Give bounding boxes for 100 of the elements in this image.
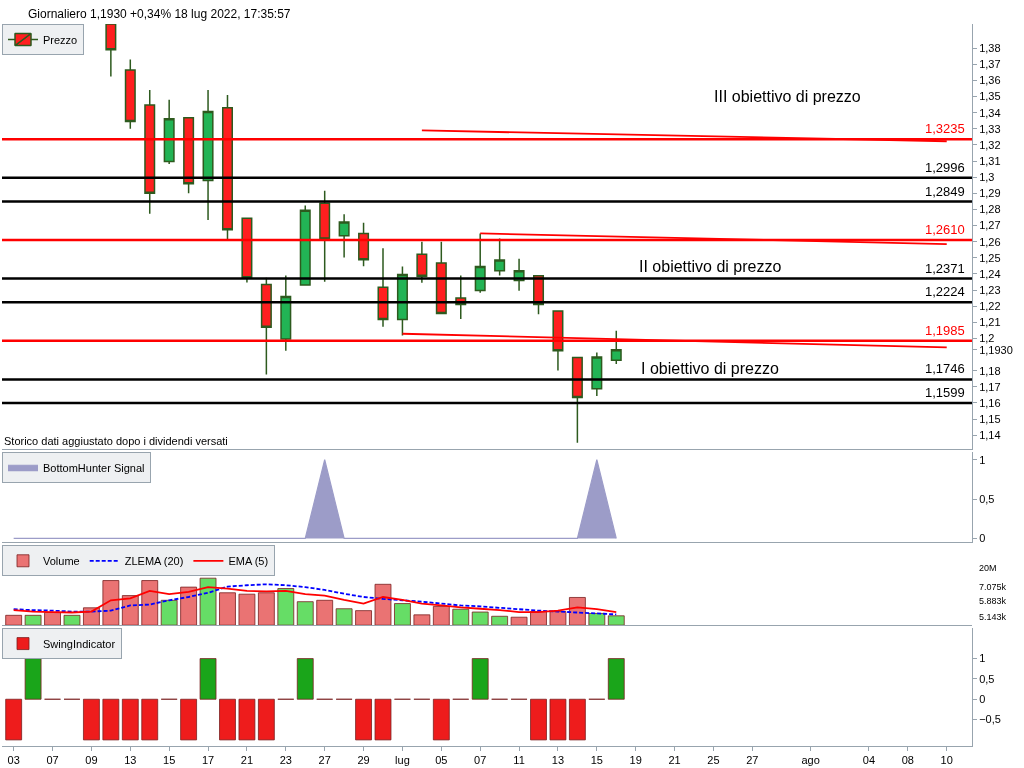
candlestick [144, 89, 156, 215]
candlestick [183, 116, 195, 195]
y-tick-label: 0,5 [979, 672, 995, 685]
x-tick-label: 10 [940, 754, 953, 767]
bar [160, 599, 178, 626]
annotation: Storico dati aggiustato dopo i dividendi versati [4, 435, 228, 447]
y-tick-label: 1,34 [979, 106, 1001, 119]
candlestick [377, 247, 389, 328]
ref-line-label: 1,1985 [925, 323, 965, 338]
candlestick [610, 330, 622, 365]
x-tick-label: 29 [357, 754, 370, 767]
y-tick-label: 1,23 [979, 283, 1001, 296]
bar [335, 608, 353, 626]
bar [258, 592, 275, 626]
legend-label: ZLEMA (20) [124, 555, 184, 568]
bar [63, 614, 81, 626]
x-tick-label: 13 [124, 754, 137, 767]
candlestick [124, 58, 136, 130]
bar [471, 611, 489, 626]
y-tick-label: 1,28 [979, 203, 1001, 216]
y-tick-label: 1,35 [979, 90, 1001, 103]
legend-label: SwingIndicator [43, 637, 116, 650]
x-tick-label: 03 [7, 754, 20, 767]
bar [219, 592, 236, 626]
y-tick-label: 1,36 [979, 74, 1001, 87]
y-tick-label: 1 [979, 652, 986, 665]
candlestick [280, 274, 292, 352]
bar [510, 616, 528, 626]
x-tick-label: 11 [513, 754, 525, 767]
bar [607, 615, 625, 626]
x-tick-label: 27 [318, 754, 331, 767]
x-tick-label: 15 [163, 754, 176, 767]
y-tick-label: 1,32 [979, 138, 1001, 151]
y-tick-label: 1,25 [979, 251, 1001, 264]
ref-line-label: 1,2996 [925, 160, 965, 175]
y-tick-label: 1,37 [979, 58, 1001, 71]
legend-label: BottomHunter Signal [43, 461, 145, 474]
y-tick-label: 1,29 [979, 187, 1001, 200]
bar [121, 595, 139, 626]
y-tick-label: 1,22 [979, 300, 1001, 313]
candlestick [416, 241, 428, 284]
bar [199, 577, 217, 626]
candlestick [319, 189, 331, 283]
annotation: I obiettivo di prezzo [641, 360, 779, 377]
x-tick-label: 04 [862, 754, 876, 767]
y-tick-label: 1,17 [979, 380, 1001, 393]
x-tick-label: 19 [629, 754, 642, 767]
bar [44, 612, 61, 626]
y-tick-label: 1,27 [979, 219, 1001, 232]
x-tick-label: 09 [85, 754, 98, 767]
y-tick-label: 1,14 [979, 429, 1001, 442]
text: 5.143k [979, 612, 1007, 622]
candlestick [299, 204, 311, 286]
bar [141, 580, 159, 626]
y-tick-label: 1,16 [979, 396, 1001, 409]
y-tick-label: 1,18 [979, 364, 1001, 377]
candlestick [338, 213, 350, 259]
bar [374, 583, 392, 626]
bar [277, 588, 295, 626]
candlestick [591, 351, 603, 397]
ref-line-label: 1,1746 [925, 361, 965, 376]
y-tick-label: −0,5 [979, 713, 1001, 726]
x-tick-label: 13 [551, 754, 565, 767]
x-tick-label: lug [395, 754, 410, 767]
ref-line-label: 1,2610 [925, 222, 965, 237]
y-tick-label: 1,31 [979, 154, 1001, 167]
y-tick-label: 1,33 [979, 122, 1001, 135]
ref-line-label: 1,3235 [925, 121, 965, 136]
y-tick-label: 0 [979, 693, 986, 706]
bar [549, 611, 567, 626]
y-tick-label: 0 [979, 532, 986, 545]
legend-label: Volume [43, 555, 80, 568]
x-tick-label: 07 [474, 754, 487, 767]
text: 5.883k [979, 596, 1007, 606]
bar [355, 610, 372, 626]
annotation: III obiettivo di prezzo [714, 88, 861, 105]
x-tick-label: 15 [590, 754, 603, 767]
y-tick-label: 1,2 [979, 332, 995, 345]
bar [432, 606, 450, 626]
ref-line-label: 1,2849 [925, 184, 965, 199]
ref-line-label: 1,2224 [925, 284, 965, 299]
text: 7.075k [979, 582, 1007, 592]
bar [5, 614, 23, 626]
x-tick-label: 17 [201, 754, 215, 767]
ref-line-label: 1,2371 [925, 261, 965, 276]
bar [394, 603, 411, 626]
y-tick-label: 1 [979, 453, 986, 466]
y-tick-label: 0,5 [979, 492, 995, 505]
candlestick [474, 232, 486, 294]
bar [102, 580, 120, 626]
bar [180, 586, 197, 626]
ref-line-label: 1,1599 [925, 385, 965, 400]
y-tick-label: 1,15 [979, 412, 1001, 425]
legend-label: Prezzo [43, 33, 78, 46]
bar [238, 593, 256, 626]
x-tick-label: ago [801, 754, 820, 767]
candlestick [105, 24, 117, 78]
x-tick-label: 21 [668, 754, 681, 767]
candlestick [358, 221, 370, 267]
candlestick [571, 356, 583, 444]
